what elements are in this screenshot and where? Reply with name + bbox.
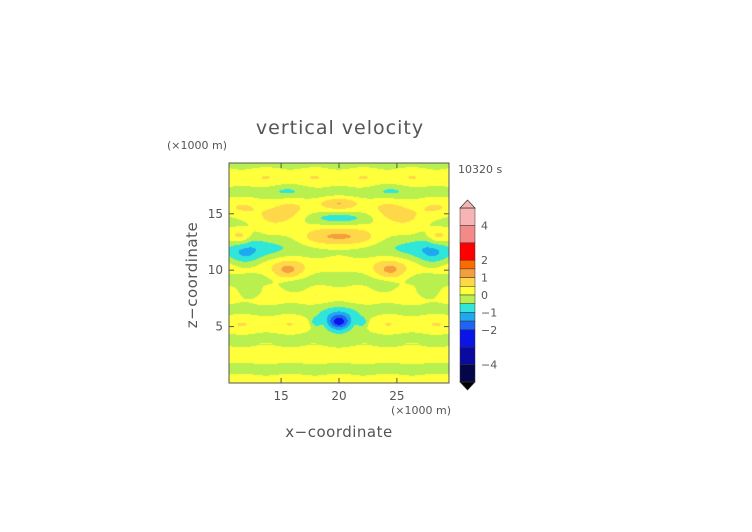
colorbar-segment xyxy=(459,329,476,348)
time-label: 10320 s xyxy=(458,163,502,176)
y-axis-label: z−coordinate xyxy=(183,222,201,328)
x-tick-label: 25 xyxy=(389,389,404,403)
y-tick-label: 5 xyxy=(215,320,223,334)
colorbar-segment xyxy=(459,303,476,313)
colorbar-segment xyxy=(459,294,476,304)
colorbar-tick-label: −4 xyxy=(481,359,497,372)
colorbar: 4 2 1 0 −1 −2 −4 xyxy=(459,199,497,391)
colorbar-segment xyxy=(459,286,476,296)
colorbar-tick-label: 0 xyxy=(481,289,488,302)
colorbar-tick-label: 4 xyxy=(481,219,488,232)
colorbar-max-arrow xyxy=(459,199,476,209)
colorbar-segment xyxy=(459,242,476,261)
x-axis-unit: (×1000 m) xyxy=(391,404,451,417)
colorbar-segment xyxy=(459,277,476,287)
colorbar-segment xyxy=(459,268,476,278)
plot-area xyxy=(228,162,450,384)
y-axis-ticks: 5 10 15 xyxy=(208,207,449,334)
colorbar-tick-label: −1 xyxy=(481,306,497,319)
colorbar-segment xyxy=(459,312,476,322)
velocity-field xyxy=(229,163,449,383)
colorbar-min-arrow xyxy=(459,381,476,391)
y-tick-label: 15 xyxy=(208,207,223,221)
y-tick-label: 10 xyxy=(208,263,223,277)
colorbar-segment xyxy=(459,259,476,270)
x-tick-label: 20 xyxy=(331,389,346,403)
colorbar-segment xyxy=(459,225,476,244)
colorbar-segment xyxy=(459,364,476,383)
x-axis-label: x−coordinate xyxy=(285,423,392,441)
colorbar-segment xyxy=(459,346,476,365)
x-axis-ticks: 15 20 25 xyxy=(273,163,405,403)
colorbar-tick-label: 2 xyxy=(481,254,488,267)
colorbar-tick-label: −2 xyxy=(481,324,497,337)
colorbar-segment xyxy=(459,207,476,226)
colorbar-segment xyxy=(459,320,476,331)
y-axis-unit: (×1000 m) xyxy=(167,139,227,152)
colorbar-tick-label: 1 xyxy=(481,272,488,285)
x-tick-label: 15 xyxy=(273,389,288,403)
chart-title: vertical velocity xyxy=(256,117,424,139)
